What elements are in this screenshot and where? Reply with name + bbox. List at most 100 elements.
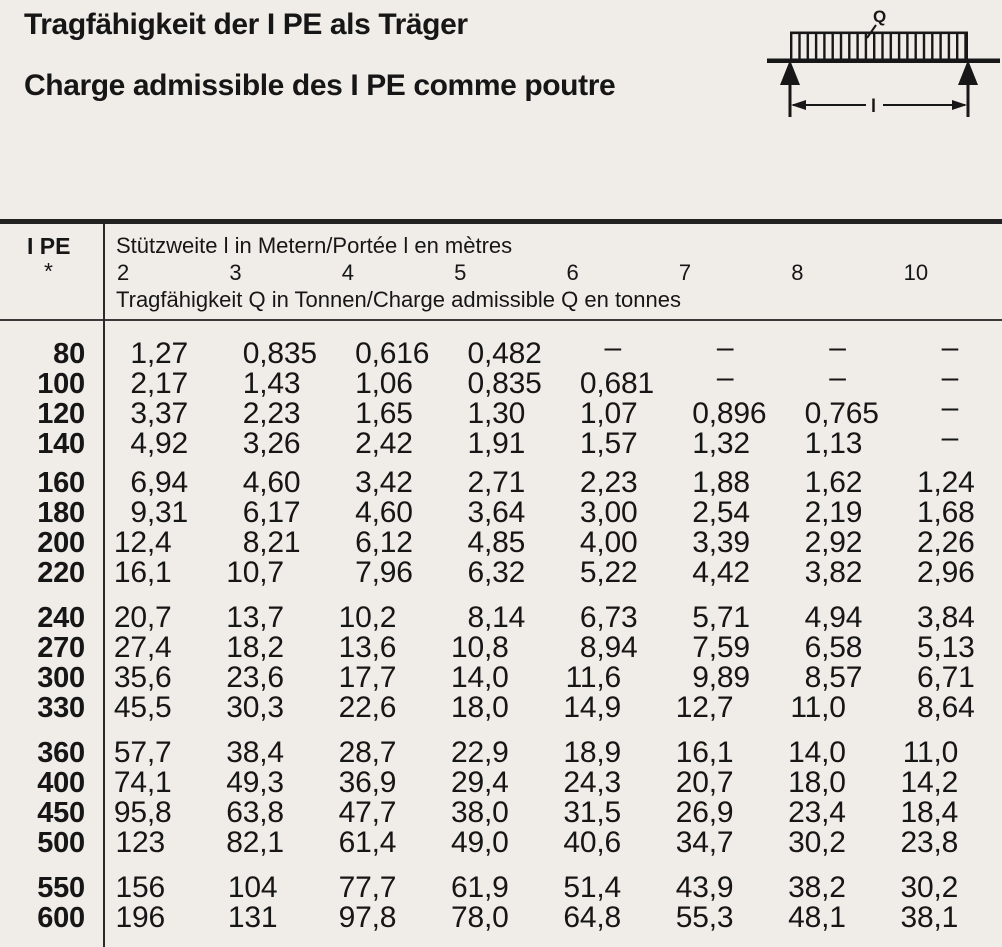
table-row: 500 123 82, 1 61, 4 49, 0 40, 6 34, 7 30, 2 23, 8 (0, 826, 1002, 859)
q-value-cell: 13, 7 (215, 603, 327, 633)
q-value-cell: 28, 7 (328, 738, 440, 768)
table-row: 220 16, 1 10, 7 7, 96 6, 32 5, 22 4, 42 3, 82 2, 96 (0, 556, 1002, 589)
value-integer-part: 156 (115, 871, 166, 904)
q-value-cell: 5, 71 (665, 603, 777, 633)
value-decimal-part: 3 (716, 901, 734, 934)
q-value-cell: 8, 21 (215, 528, 327, 558)
value-decimal-part: 92 (155, 427, 188, 460)
value-integer-part: 6, (917, 661, 942, 694)
value-integer-part: 11, (790, 691, 830, 724)
value-integer-part: 9, (692, 661, 717, 694)
q-value-cell: 9, 89 (665, 663, 777, 693)
value-decimal-part: 68 (941, 496, 975, 529)
value-decimal-part: 8 (379, 901, 397, 934)
value-decimal-part: 1 (267, 826, 284, 859)
value-decimal-part: 6 (604, 661, 622, 694)
q-value-cell: 38, 0 (440, 798, 552, 828)
span-column-header: 5 (454, 260, 467, 285)
value-integer-part: 29, (451, 766, 493, 799)
value-decimal-part: 23 (267, 397, 301, 430)
value-decimal-part: 71 (492, 466, 526, 499)
value-decimal-part: – (829, 361, 846, 394)
q-value-cell: 2, 54 (665, 498, 777, 528)
q-value-cell: 10, 7 (215, 558, 327, 588)
value-decimal-part: 71 (716, 601, 750, 634)
table-row: 360 57, 7 38, 4 28, 7 22, 9 18, 9 16, 1 14, 0 11, 0 (0, 736, 1002, 769)
value-integer-part: 55, (675, 901, 717, 934)
value-decimal-part: – (941, 391, 959, 424)
value-decimal-part: 3 (267, 691, 284, 724)
value-integer-part: 2, (467, 466, 493, 499)
value-decimal-part: 6 (155, 661, 172, 694)
table-row: 240 20, 7 13, 7 10, 2 8, 14 6, 73 5, 71 4, 94 3, 84 (0, 601, 1002, 634)
ipe-size-label: 270 (37, 632, 85, 664)
value-integer-part: 14, (788, 736, 830, 769)
q-value-cell: 3, 39 (665, 528, 777, 558)
value-integer-part: 1, (579, 397, 605, 430)
value-decimal-part: 94 (829, 601, 863, 634)
value-integer-part: 0, (467, 337, 493, 370)
value-integer-part: 7, (355, 556, 380, 589)
ipe-size-label: 200 (37, 527, 85, 559)
q-value-cell: 1, 30 (440, 399, 552, 429)
dimension-arrow-right-icon (952, 100, 967, 110)
value-decimal-part: 6 (379, 631, 397, 664)
span-column-header: 2 (117, 260, 130, 285)
span-column-header: 3 (229, 260, 242, 285)
value-integer-part: 22, (451, 736, 493, 769)
value-integer-part: 23, (226, 661, 268, 694)
q-value-cell: 4, 60 (328, 498, 440, 528)
value-integer-part: 10, (226, 556, 268, 589)
value-integer-part: 1, (804, 466, 830, 499)
value-integer-part: 1, (242, 367, 268, 400)
value-integer-part: 1, (917, 466, 942, 499)
value-decimal-part: 9 (716, 871, 734, 904)
value-integer-part: 48, (788, 901, 830, 934)
q-value-cell: 0, 616 (328, 339, 440, 369)
table-row: 450 95, 8 63, 8 47, 7 38, 0 31, 5 26, 9 23, 4 18, 4 (0, 796, 1002, 829)
q-value-cell: 0, 482 (440, 339, 552, 369)
q-value-cell: 27, 4 (103, 633, 215, 663)
value-integer-part: 0, (579, 367, 605, 400)
q-value-cell: – (890, 333, 1002, 363)
value-integer-part: 1, (692, 427, 717, 460)
value-integer-part: 1, (467, 397, 493, 430)
value-integer-part: 18, (563, 736, 605, 769)
q-value-cell: 1, 24 (890, 468, 1002, 498)
q-value-cell: 2, 71 (440, 468, 552, 498)
value-decimal-part: 9 (492, 736, 509, 769)
q-value-cell: 1, 06 (328, 369, 440, 399)
q-value-cell: 22, 9 (440, 738, 552, 768)
value-integer-part (890, 363, 942, 393)
value-decimal-part: 24 (941, 466, 975, 499)
q-value-cell: 0, 835 (215, 339, 327, 369)
value-integer-part: 3, (467, 496, 493, 529)
table-row: 600 196 131 97, 8 78, 0 64, 8 55, 3 48, 1 38, 1 (0, 901, 1002, 934)
q-value-cell: 196 (103, 903, 215, 933)
value-integer-part: 18, (900, 796, 942, 829)
value-decimal-part: 60 (379, 496, 413, 529)
value-decimal-part: 0 (492, 901, 509, 934)
value-integer-part: 14, (563, 691, 605, 724)
value-integer-part: 0, (242, 337, 268, 370)
value-integer-part: 8, (804, 661, 830, 694)
value-integer-part: 18, (788, 766, 830, 799)
value-decimal-part: 2 (379, 601, 397, 634)
value-decimal-part: 94 (604, 631, 638, 664)
value-integer-part: 20, (675, 766, 717, 799)
q-value-cell: 14, 0 (440, 663, 552, 693)
value-integer-part: 14, (900, 766, 942, 799)
q-value-cell: 6, 71 (890, 663, 1002, 693)
value-integer-part: 3, (917, 601, 942, 634)
q-value-cell: 11, 6 (553, 663, 665, 693)
q-value-cell: 18, 0 (777, 768, 889, 798)
q-value-cell: 156 (103, 873, 215, 903)
q-value-cell: 6, 73 (553, 603, 665, 633)
unit-header-text: Tragfähigkeit Q in Tonnen/Charge admissi… (116, 287, 681, 312)
value-decimal-part: 0 (829, 766, 846, 799)
value-decimal-part: 4 (941, 796, 959, 829)
value-integer-part: 2, (804, 526, 830, 559)
q-value-cell: 8, 14 (440, 603, 552, 633)
value-decimal-part: 32 (492, 556, 526, 589)
value-decimal-part: 7 (267, 556, 284, 589)
